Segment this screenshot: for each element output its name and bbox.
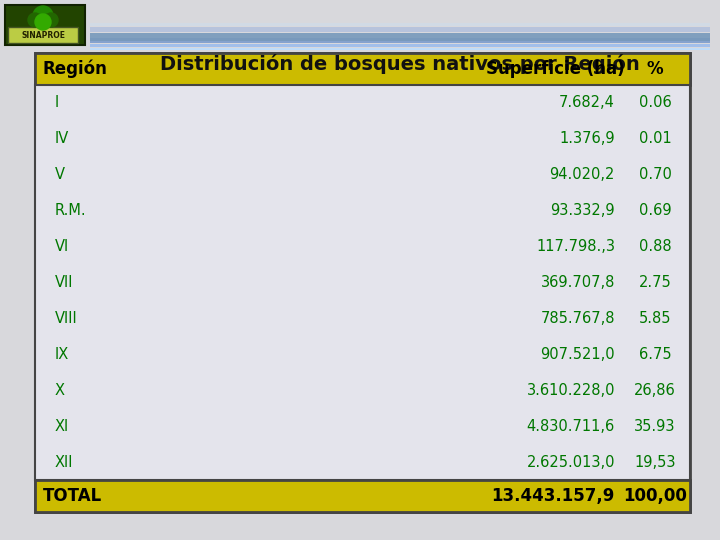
Text: X: X [55,383,65,398]
Text: Región: Región [43,60,108,78]
Text: 35.93: 35.93 [634,418,676,434]
Text: Superficie (ha): Superficie (ha) [486,60,624,78]
FancyBboxPatch shape [90,38,710,43]
FancyBboxPatch shape [5,5,85,45]
Text: IX: IX [55,347,69,362]
Text: I: I [55,96,59,111]
Text: 5.85: 5.85 [639,311,671,326]
FancyBboxPatch shape [90,23,710,26]
Text: XI: XI [55,418,69,434]
Text: IV: IV [55,131,69,146]
Text: 0.88: 0.88 [639,239,671,254]
Text: 7.682,4: 7.682,4 [559,96,615,111]
Text: 907.521,0: 907.521,0 [541,347,615,362]
Text: 2.625.013,0: 2.625.013,0 [526,455,615,470]
Text: VIII: VIII [55,311,78,326]
FancyBboxPatch shape [90,48,710,50]
Text: 0.06: 0.06 [639,96,671,111]
FancyBboxPatch shape [35,480,690,512]
Text: 117.798.,3: 117.798.,3 [536,239,615,254]
Text: 6.75: 6.75 [639,347,671,362]
Circle shape [33,6,53,26]
Text: Distribución de bosques nativos por Región: Distribución de bosques nativos por Regi… [160,54,640,74]
Text: 1.376,9: 1.376,9 [559,131,615,146]
Text: 2.75: 2.75 [639,275,671,290]
Text: 94.020,2: 94.020,2 [549,167,615,183]
Circle shape [28,13,42,27]
Text: XII: XII [55,455,73,470]
Text: 0.69: 0.69 [639,203,671,218]
FancyBboxPatch shape [35,53,690,85]
Text: %: % [647,60,663,78]
Text: 0.70: 0.70 [639,167,672,183]
Text: 93.332,9: 93.332,9 [550,203,615,218]
Text: V: V [55,167,65,183]
Text: 785.767,8: 785.767,8 [541,311,615,326]
Text: VI: VI [55,239,69,254]
Text: 13.443.157,9: 13.443.157,9 [492,487,615,505]
FancyBboxPatch shape [90,33,710,41]
Text: 369.707,8: 369.707,8 [541,275,615,290]
Circle shape [44,13,58,27]
FancyBboxPatch shape [40,20,46,27]
Text: R.M.: R.M. [55,203,86,218]
FancyBboxPatch shape [8,27,78,43]
Text: TOTAL: TOTAL [43,487,102,505]
Text: 100,00: 100,00 [623,487,687,505]
Text: VII: VII [55,275,73,290]
FancyBboxPatch shape [90,44,710,47]
FancyBboxPatch shape [90,27,710,32]
Text: 4.830.711,6: 4.830.711,6 [527,418,615,434]
Text: SINAPROE: SINAPROE [21,30,65,39]
Text: 0.01: 0.01 [639,131,671,146]
FancyBboxPatch shape [35,85,690,480]
Text: 26,86: 26,86 [634,383,676,398]
Circle shape [35,14,51,30]
FancyBboxPatch shape [0,0,95,50]
Text: 19,53: 19,53 [634,455,676,470]
Text: 3.610.228,0: 3.610.228,0 [526,383,615,398]
